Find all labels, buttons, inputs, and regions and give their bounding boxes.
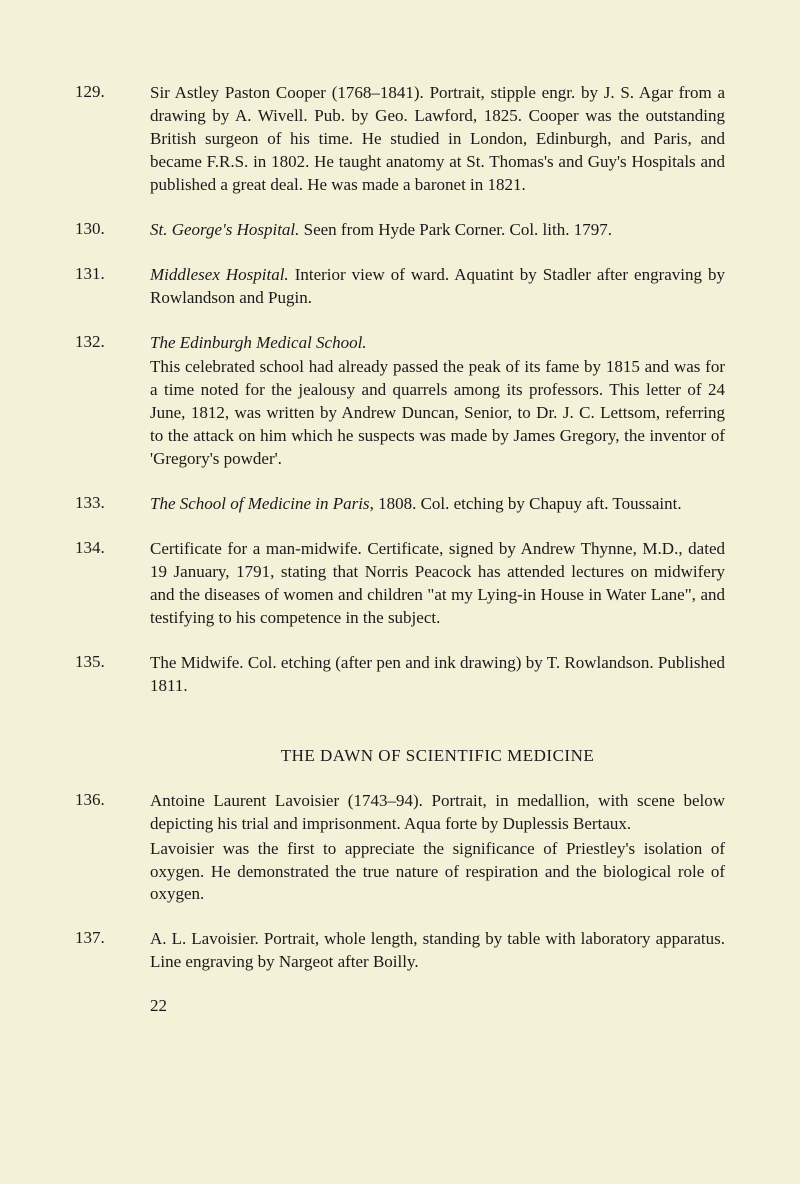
entry-text: The Edinburgh Medical School. This celeb… <box>150 332 725 472</box>
entry-paragraph: This celebrated school had already passe… <box>150 356 725 471</box>
entry-number: 135. <box>75 652 150 698</box>
entry-number: 129. <box>75 82 150 197</box>
entry-text: Sir Astley Paston Cooper (1768–1841). Po… <box>150 82 725 197</box>
entry-number: 137. <box>75 928 150 974</box>
entry-paragraph: Lavoisier was the first to appreciate th… <box>150 838 725 907</box>
section-heading: THE DAWN OF SCIENTIFIC MEDICINE <box>150 746 725 766</box>
catalog-entry: 134. Certificate for a man-midwife. Cert… <box>75 538 725 630</box>
catalog-entry: 132. The Edinburgh Medical School. This … <box>75 332 725 472</box>
entry-number: 132. <box>75 332 150 472</box>
entry-number: 136. <box>75 790 150 907</box>
catalog-entry: 131. Middlesex Hospital. Interior view o… <box>75 264 725 310</box>
entry-number: 133. <box>75 493 150 516</box>
entry-text: Middlesex Hospital. Interior view of war… <box>150 264 725 310</box>
entry-body: Seen from Hyde Park Corner. Col. lith. 1… <box>299 220 612 239</box>
entry-number: 131. <box>75 264 150 310</box>
entry-italic-title: The School of Medicine in Paris <box>150 494 370 513</box>
entry-text: St. George's Hospital. Seen from Hyde Pa… <box>150 219 725 242</box>
entry-italic-title: Middlesex Hospital. <box>150 265 289 284</box>
catalog-entry: 136. Antoine Laurent Lavoisier (1743–94)… <box>75 790 725 907</box>
entry-text: Certificate for a man-midwife. Certifica… <box>150 538 725 630</box>
entry-text: A. L. Lavoisier. Portrait, whole length,… <box>150 928 725 974</box>
entry-body: , 1808. Col. etching by Chapuy aft. Tous… <box>370 494 682 513</box>
entry-number: 130. <box>75 219 150 242</box>
catalog-entry: 129. Sir Astley Paston Cooper (1768–1841… <box>75 82 725 197</box>
entry-italic-title: The Edinburgh Medical School. <box>150 333 367 352</box>
catalog-entry: 133. The School of Medicine in Paris, 18… <box>75 493 725 516</box>
catalog-entry: 137. A. L. Lavoisier. Portrait, whole le… <box>75 928 725 974</box>
catalog-entry: 135. The Midwife. Col. etching (after pe… <box>75 652 725 698</box>
catalog-entry: 130. St. George's Hospital. Seen from Hy… <box>75 219 725 242</box>
entry-number: 134. <box>75 538 150 630</box>
entry-text: The School of Medicine in Paris, 1808. C… <box>150 493 725 516</box>
entry-text: The Midwife. Col. etching (after pen and… <box>150 652 725 698</box>
entry-paragraph: Antoine Laurent Lavoisier (1743–94). Por… <box>150 790 725 836</box>
page-number: 22 <box>150 996 725 1016</box>
entry-italic-title: St. George's Hospital. <box>150 220 299 239</box>
entry-text: Antoine Laurent Lavoisier (1743–94). Por… <box>150 790 725 907</box>
